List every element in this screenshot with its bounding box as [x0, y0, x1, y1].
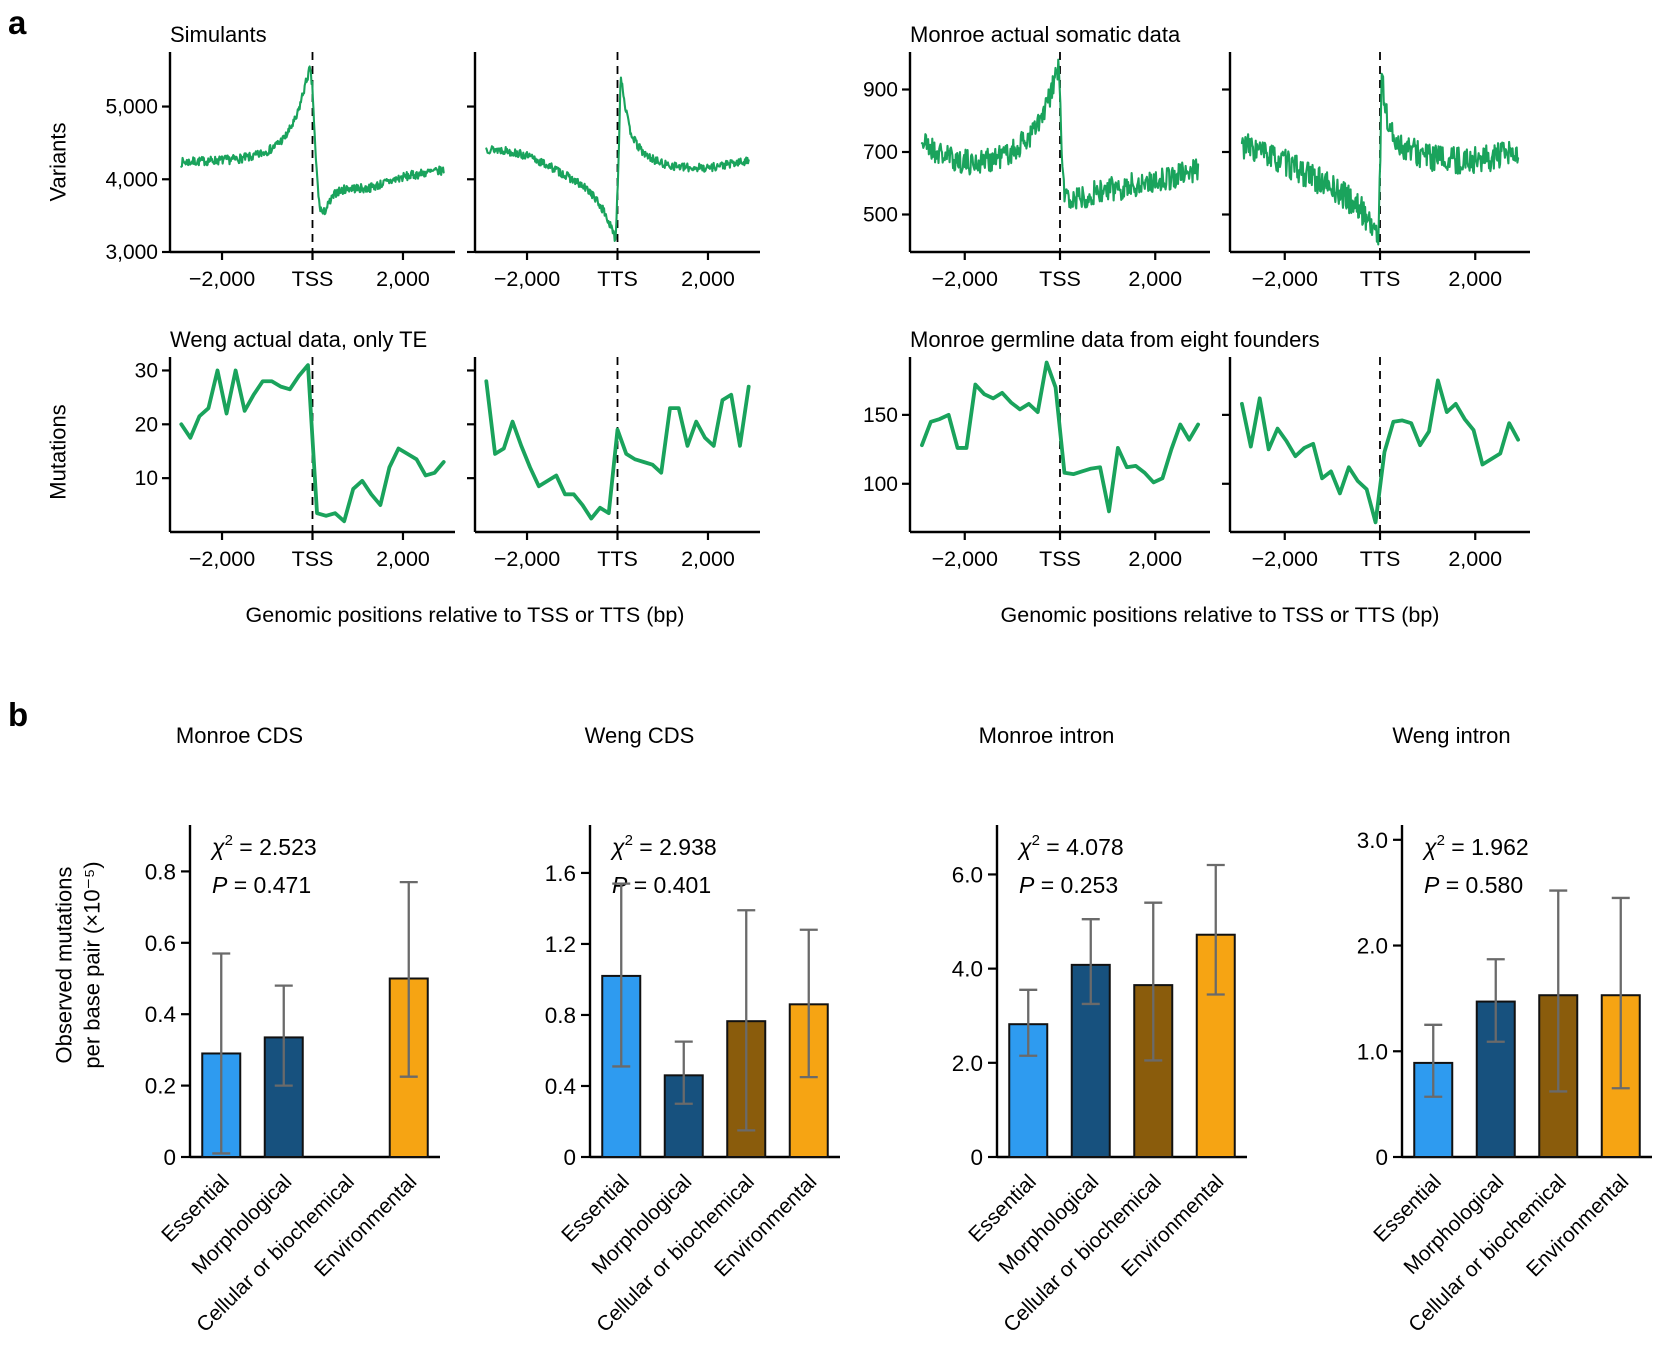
svg-text:0: 0 [563, 1145, 576, 1170]
observed-mutations-axis-label: Observed mutations per base pair (×10⁻⁵) [51, 861, 106, 1068]
svg-text:P = 0.471: P = 0.471 [212, 872, 311, 898]
svg-text:20: 20 [135, 413, 158, 436]
line-chart-weng-te-tts: −2,000 TTS 2,000 [467, 357, 760, 571]
svg-text:0.8: 0.8 [145, 859, 176, 884]
svg-text:TSS: TSS [1039, 267, 1081, 291]
svg-text:2,000: 2,000 [1448, 547, 1502, 571]
mutations-axis-label: Mutations [45, 404, 71, 500]
svg-text:−2,000: −2,000 [932, 267, 998, 291]
svg-text:0.8: 0.8 [545, 1003, 576, 1028]
svg-text:2,000: 2,000 [1128, 267, 1182, 291]
svg-text:χ2 = 4.078: χ2 = 4.078 [1017, 832, 1124, 860]
svg-text:0: 0 [163, 1145, 176, 1170]
variants-axis-label: Variants [45, 122, 71, 202]
svg-text:30: 30 [135, 359, 158, 382]
svg-text:0: 0 [1375, 1145, 1388, 1170]
svg-text:−2,000: −2,000 [494, 547, 560, 571]
svg-text:−2,000: −2,000 [1252, 267, 1318, 291]
svg-text:2,000: 2,000 [681, 547, 735, 571]
svg-text:χ2 = 2.523: χ2 = 2.523 [210, 832, 317, 860]
svg-text:0.6: 0.6 [145, 931, 176, 956]
svg-text:χ2 = 2.938: χ2 = 2.938 [610, 832, 717, 860]
svg-text:100: 100 [863, 473, 898, 496]
line-chart-simulants-tts: −2,000 TTS 2,000 [467, 52, 760, 291]
svg-text:2,000: 2,000 [1128, 547, 1182, 571]
panel-b-label: b [8, 696, 29, 733]
axis-label-line-1: Observed mutations [51, 866, 77, 1064]
svg-text:−2,000: −2,000 [1252, 547, 1318, 571]
svg-text:1.0: 1.0 [1357, 1039, 1388, 1064]
line-chart-monroe-germline-tss: 100 150 −2,000 TSS 2,000 [863, 357, 1210, 571]
svg-text:TTS: TTS [1360, 267, 1401, 291]
svg-text:3,000: 3,000 [105, 241, 158, 264]
chart-title: Weng CDS [584, 723, 695, 748]
svg-text:1.2: 1.2 [545, 932, 576, 957]
svg-text:2,000: 2,000 [681, 267, 735, 291]
svg-text:6.0: 6.0 [952, 862, 983, 887]
svg-text:TTS: TTS [1360, 547, 1401, 571]
bar-chart-monroe-intron: Monroe intron 0 2.0 4.0 6.0 χ2 = 4.078 P = 0.… [919, 723, 1269, 1367]
svg-text:P = 0.580: P = 0.580 [1424, 872, 1523, 898]
svg-text:P = 0.401: P = 0.401 [612, 872, 711, 898]
line-chart-simulants-tss: 3,000 4,000 5,000 −2,000 TSS 2,000 [105, 52, 455, 291]
panel-a-label: a [8, 4, 27, 41]
svg-text:4,000: 4,000 [105, 168, 158, 191]
svg-text:4.0: 4.0 [952, 957, 983, 982]
chart-title: Monroe CDS [175, 723, 304, 748]
chart-title: Simulants [170, 22, 267, 47]
bar-chart-weng-intron: Weng intron 0 1.0 2.0 3.0 χ2 = 1.962 P = 0.58… [1324, 723, 1658, 1367]
svg-text:3.0: 3.0 [1357, 828, 1388, 853]
bar-chart-weng-cds: Weng CDS 0 0.4 0.8 1.2 1.6 χ2 = 2.938 P = 0.40… [512, 723, 862, 1367]
chart-group-monroe-somatic: Monroe actual somatic data 500 700 900 −2,0… [840, 22, 1530, 300]
svg-text:500: 500 [863, 204, 898, 227]
axis-label-line-2: per base pair (×10⁻⁵) [79, 861, 104, 1069]
svg-text:TSS: TSS [292, 547, 334, 571]
svg-text:2,000: 2,000 [376, 267, 430, 291]
line-chart-monroe-somatic-tts: −2,000 TTS 2,000 [1222, 52, 1530, 291]
svg-text:0.4: 0.4 [545, 1074, 576, 1099]
svg-text:−2,000: −2,000 [189, 267, 255, 291]
line-chart-weng-te-tss: 10 20 30 −2,000 TSS 2,000 [135, 357, 455, 571]
svg-text:TTS: TTS [597, 267, 638, 291]
svg-text:0.2: 0.2 [145, 1074, 176, 1099]
chart-group-monroe-germline: Monroe germline data from eight founders… [840, 327, 1530, 580]
svg-text:0: 0 [970, 1145, 983, 1170]
svg-text:150: 150 [863, 404, 898, 427]
svg-text:2,000: 2,000 [1448, 267, 1502, 291]
chart-title: Weng intron [1392, 723, 1511, 748]
bar-chart-monroe-cds: Monroe CDS 0 0.2 0.4 0.6 0.8 χ2 = 2.523 P = 0.… [112, 723, 462, 1367]
chart-group-simulants: Simulants 3,000 4,000 5,000 −2,000 TSS 2,000 … [100, 22, 760, 300]
chart-title: Monroe actual somatic data [910, 22, 1181, 47]
chart-title: Monroe intron [978, 723, 1115, 748]
line-chart-monroe-germline-tts: −2,000 TTS 2,000 [1222, 357, 1530, 571]
svg-text:1.6: 1.6 [545, 861, 576, 886]
svg-text:−2,000: −2,000 [189, 547, 255, 571]
svg-text:−2,000: −2,000 [494, 267, 560, 291]
x-axis-label-left: Genomic positions relative to TSS or TTS… [245, 603, 685, 627]
svg-text:2,000: 2,000 [376, 547, 430, 571]
svg-text:TSS: TSS [1039, 547, 1081, 571]
svg-text:10: 10 [135, 467, 158, 490]
svg-text:χ2 = 1.962: χ2 = 1.962 [1422, 832, 1529, 860]
svg-text:TTS: TTS [597, 547, 638, 571]
svg-text:TSS: TSS [292, 267, 334, 291]
x-axis-label-right: Genomic positions relative to TSS or TTS… [1000, 603, 1440, 627]
chart-title: Weng actual data, only TE [170, 327, 428, 352]
svg-text:2.0: 2.0 [952, 1051, 983, 1076]
line-chart-monroe-somatic-tss: 500 700 900 −2,000 TSS 2,000 [863, 52, 1210, 291]
svg-text:0.4: 0.4 [145, 1002, 176, 1027]
chart-title: Monroe germline data from eight founders [910, 327, 1320, 352]
svg-text:5,000: 5,000 [105, 96, 158, 119]
svg-text:P = 0.253: P = 0.253 [1019, 872, 1118, 898]
chart-group-weng-te: Weng actual data, only TE 10 20 30 −2,000 TS… [100, 327, 760, 580]
svg-text:700: 700 [863, 141, 898, 164]
svg-text:900: 900 [863, 79, 898, 102]
svg-text:−2,000: −2,000 [932, 547, 998, 571]
svg-text:2.0: 2.0 [1357, 934, 1388, 959]
